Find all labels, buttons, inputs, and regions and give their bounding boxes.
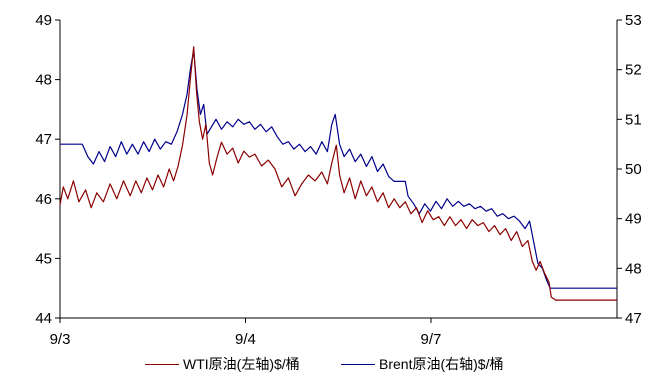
x-axis-tick-labels: 9/3 9/4 9/7 (50, 331, 442, 348)
right-tick-label: 52 (625, 62, 642, 79)
legend-label-brent: Brent原油(右轴)$/桶 (379, 356, 504, 372)
left-tick-label: 45 (35, 250, 52, 267)
legend-label-wti: WTI原油(左轴)$/桶 (183, 356, 300, 372)
right-tick-label: 49 (625, 211, 642, 228)
left-axis-tick-labels: 44 45 46 47 48 49 (35, 12, 52, 327)
right-tick-label: 47 (625, 310, 642, 327)
x-tick-label: 9/4 (235, 331, 256, 348)
tick-marks (55, 19, 622, 323)
legend-item-brent: Brent原油(右轴)$/桶 (341, 354, 503, 374)
series-line-brent (60, 49, 617, 289)
left-tick-label: 44 (35, 310, 52, 327)
series-line-wti (59, 46, 617, 301)
right-tick-label: 50 (625, 161, 642, 178)
x-tick-label: 9/7 (421, 331, 442, 348)
series-layer (59, 46, 617, 301)
legend: WTI原油(左轴)$/桶 Brent原油(右轴)$/桶 (0, 354, 655, 374)
right-tick-label: 53 (625, 12, 642, 29)
left-tick-label: 49 (35, 12, 52, 29)
right-axis-tick-labels: 47 48 49 50 51 52 53 (625, 12, 642, 327)
x-tick-label: 9/3 (50, 331, 71, 348)
right-tick-label: 51 (625, 111, 642, 128)
left-tick-label: 46 (35, 191, 52, 208)
legend-swatch-brent (341, 363, 375, 365)
left-tick-label: 48 (35, 72, 52, 89)
legend-swatch-wti (145, 363, 179, 365)
right-tick-label: 48 (625, 260, 642, 277)
left-tick-label: 47 (35, 131, 52, 148)
legend-item-wti: WTI原油(左轴)$/桶 (145, 354, 300, 374)
